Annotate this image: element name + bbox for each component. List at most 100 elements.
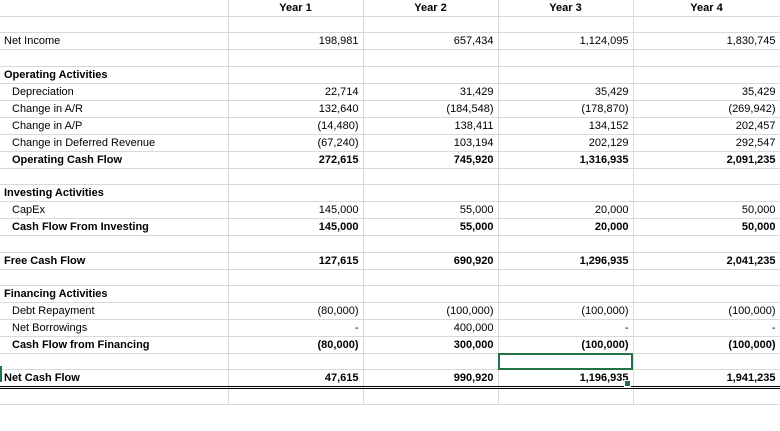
cell-value[interactable]: 138,411: [363, 117, 499, 135]
cell-value[interactable]: (178,870): [498, 100, 634, 118]
cell[interactable]: [363, 184, 499, 203]
cell-value[interactable]: 31,429: [363, 83, 499, 101]
cell[interactable]: [363, 269, 499, 286]
row-label[interactable]: Net Borrowings: [0, 319, 229, 337]
cell[interactable]: [633, 66, 780, 84]
cell[interactable]: [363, 49, 499, 67]
financing-title[interactable]: Financing Activities: [0, 285, 229, 303]
net-cash-flow-y2[interactable]: 990,920: [363, 369, 499, 390]
cell[interactable]: [363, 353, 499, 371]
row-label[interactable]: Change in A/R: [0, 100, 229, 118]
cell-value[interactable]: (14,480): [228, 117, 364, 135]
cell-value[interactable]: -: [633, 319, 780, 337]
cell[interactable]: [498, 269, 634, 286]
column-header-year-3[interactable]: Year 3: [498, 0, 634, 17]
cell[interactable]: [633, 387, 780, 405]
free-cash-flow-y2[interactable]: 690,920: [363, 252, 499, 270]
cell[interactable]: [498, 184, 634, 203]
investing-title[interactable]: Investing Activities: [0, 184, 229, 203]
cell-value[interactable]: 132,640: [228, 100, 364, 118]
selected-cell[interactable]: [498, 353, 634, 371]
investing-total-label[interactable]: Cash Flow From Investing: [0, 218, 229, 237]
free-cash-flow-y3[interactable]: 1,296,935: [498, 252, 634, 270]
fill-handle[interactable]: [624, 380, 631, 387]
cell-value[interactable]: -: [498, 319, 634, 337]
row-label[interactable]: Change in Deferred Revenue: [0, 134, 229, 152]
net-cash-flow-y4[interactable]: 1,941,235: [633, 369, 780, 390]
cell-value[interactable]: 400,000: [363, 319, 499, 337]
cell-value[interactable]: 20,000: [498, 201, 634, 220]
row-label[interactable]: Change in A/P: [0, 117, 229, 135]
net-income-y3[interactable]: 1,124,095: [498, 32, 634, 51]
cell[interactable]: [0, 168, 229, 186]
free-cash-flow-y4[interactable]: 2,041,235: [633, 252, 780, 270]
investing-total-y3[interactable]: 20,000: [498, 218, 634, 237]
cell-value[interactable]: 22,714: [228, 83, 364, 101]
column-header-year-4[interactable]: Year 4: [633, 0, 780, 17]
cell[interactable]: [363, 235, 499, 253]
cell-value[interactable]: (269,942): [633, 100, 780, 118]
cell-value[interactable]: (80,000): [228, 302, 364, 320]
cell[interactable]: [498, 387, 634, 405]
operating-title[interactable]: Operating Activities: [0, 66, 229, 84]
column-header-year-1[interactable]: Year 1: [228, 0, 364, 17]
cell[interactable]: [633, 184, 780, 203]
cell-value[interactable]: 50,000: [633, 201, 780, 220]
operating-total-label[interactable]: Operating Cash Flow: [0, 151, 229, 169]
cell-value[interactable]: 134,152: [498, 117, 634, 135]
cell-value[interactable]: 103,194: [363, 134, 499, 152]
cell[interactable]: [633, 49, 780, 67]
net-cash-flow-y3[interactable]: 1,196,935: [498, 369, 634, 390]
cell[interactable]: [228, 184, 364, 203]
cell[interactable]: [363, 66, 499, 84]
cell-value[interactable]: 292,547: [633, 134, 780, 152]
cell-value[interactable]: -: [228, 319, 364, 337]
free-cash-flow-y1[interactable]: 127,615: [228, 252, 364, 270]
cell-value[interactable]: 35,429: [498, 83, 634, 101]
cell[interactable]: [498, 285, 634, 303]
cell[interactable]: [0, 353, 229, 371]
cell[interactable]: [0, 387, 229, 405]
cell[interactable]: [498, 66, 634, 84]
cell-value[interactable]: (184,548): [363, 100, 499, 118]
row-label[interactable]: CapEx: [0, 201, 229, 220]
free-cash-flow-label[interactable]: Free Cash Flow: [0, 252, 229, 270]
cell[interactable]: [228, 168, 364, 186]
net-cash-flow-label[interactable]: Net Cash Flow: [0, 369, 229, 390]
cell-value[interactable]: (100,000): [498, 302, 634, 320]
cell[interactable]: [228, 353, 364, 371]
cell[interactable]: [0, 16, 229, 34]
cell-value[interactable]: (100,000): [363, 302, 499, 320]
investing-total-y2[interactable]: 55,000: [363, 218, 499, 237]
cell[interactable]: [0, 235, 229, 253]
cell[interactable]: [633, 235, 780, 253]
financing-total-label[interactable]: Cash Flow from Financing: [0, 336, 229, 354]
cell[interactable]: [633, 285, 780, 303]
net-income-y2[interactable]: 657,434: [363, 32, 499, 51]
cell-value[interactable]: 145,000: [228, 201, 364, 220]
cell[interactable]: [228, 16, 364, 34]
cell-value[interactable]: 202,457: [633, 117, 780, 135]
cell[interactable]: [228, 387, 364, 405]
cell[interactable]: [498, 235, 634, 253]
operating-total-y4[interactable]: 2,091,235: [633, 150, 780, 169]
cell[interactable]: [0, 49, 229, 67]
net-income-label[interactable]: Net Income: [0, 32, 229, 51]
net-cash-flow-y1[interactable]: 47,615: [228, 369, 364, 390]
cell-value[interactable]: 55,000: [363, 201, 499, 220]
investing-total-y4[interactable]: 50,000: [633, 218, 780, 237]
row-label[interactable]: Debt Repayment: [0, 302, 229, 320]
operating-total-y1[interactable]: 272,615: [228, 150, 364, 169]
cell[interactable]: [363, 168, 499, 186]
cell-value[interactable]: (100,000): [633, 302, 780, 320]
cell[interactable]: [498, 49, 634, 67]
net-income-y1[interactable]: 198,981: [228, 32, 364, 51]
column-header-year-2[interactable]: Year 2: [363, 0, 499, 17]
cell[interactable]: [228, 269, 364, 286]
cell[interactable]: [633, 16, 780, 34]
cell[interactable]: [633, 168, 780, 186]
cell[interactable]: [228, 49, 364, 67]
cell-header-label[interactable]: [0, 0, 229, 17]
cell[interactable]: [363, 285, 499, 303]
financing-total-y3[interactable]: (100,000): [498, 335, 634, 354]
